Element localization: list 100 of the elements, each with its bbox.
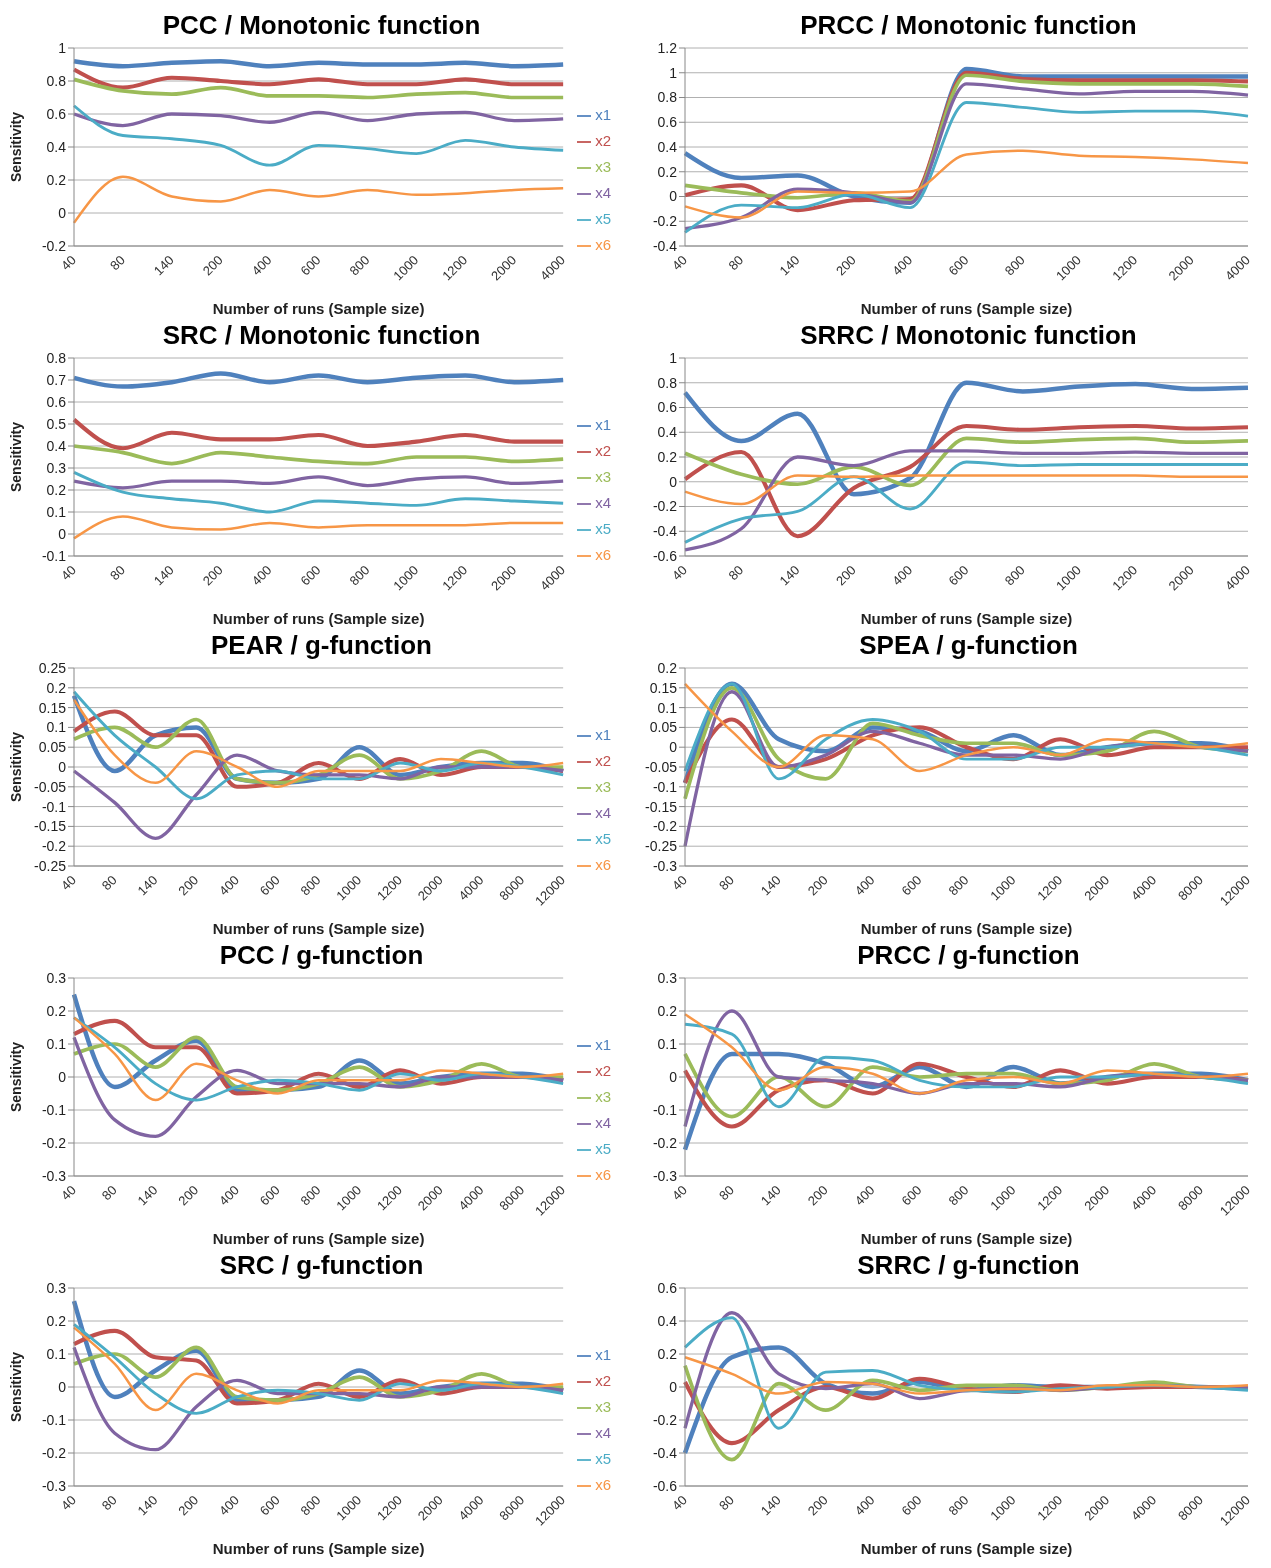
legend-label: x5 bbox=[595, 210, 611, 227]
chart-title: PCC / g-function bbox=[219, 940, 424, 970]
x-axis-title: Number of runs (Sample size) bbox=[860, 1540, 1073, 1557]
y-tick-label: -0.4 bbox=[652, 237, 678, 254]
y-tick-label: -0.15 bbox=[645, 798, 678, 815]
legend-label: x2 bbox=[595, 132, 611, 149]
x-tick-label: 200 bbox=[832, 562, 859, 589]
legend-label: x5 bbox=[595, 830, 611, 847]
y-tick-label: 0.3 bbox=[46, 459, 67, 476]
line-series bbox=[683, 460, 1250, 544]
y-tick-label: -0.3 bbox=[652, 857, 678, 874]
line-series bbox=[72, 104, 565, 167]
y-tick-label: 1 bbox=[669, 349, 678, 366]
y-tick-label: 0.7 bbox=[46, 371, 67, 388]
chart-title: PRCC / g-function bbox=[857, 940, 1080, 970]
y-tick-label: -0.25 bbox=[34, 857, 67, 874]
y-tick-label: -0.15 bbox=[34, 818, 67, 835]
x-tick-label: 80 bbox=[716, 1182, 737, 1204]
y-tick-label: -0.3 bbox=[41, 1167, 67, 1184]
y-tick-label: 0.1 bbox=[46, 719, 67, 736]
y-tick-label: 0.6 bbox=[657, 399, 678, 416]
legend-label: x6 bbox=[595, 1476, 611, 1493]
x-tick-label: 600 bbox=[945, 252, 972, 279]
x-axis-title: Number of runs (Sample size) bbox=[860, 300, 1073, 317]
y-tick-label: 0 bbox=[669, 188, 678, 205]
y-tick-label: 0 bbox=[58, 525, 67, 542]
y-tick-label: -0.25 bbox=[645, 838, 678, 855]
x-tick-label: 80 bbox=[98, 1492, 120, 1514]
y-tick-label: 0 bbox=[669, 1068, 678, 1085]
x-tick-label: 140 bbox=[757, 1182, 784, 1209]
y-tick-label: 0.4 bbox=[657, 424, 678, 441]
legend-label: x5 bbox=[595, 1140, 611, 1157]
line-series bbox=[72, 175, 565, 225]
x-tick-label: 80 bbox=[716, 1492, 737, 1514]
x-tick-label: 600 bbox=[898, 872, 925, 899]
y-tick-label: -0.1 bbox=[41, 547, 67, 564]
x-tick-label: 600 bbox=[898, 1492, 925, 1519]
y-tick-label: -0.2 bbox=[652, 498, 678, 515]
x-tick-label: 40 bbox=[58, 1492, 79, 1514]
x-tick-label: 40 bbox=[58, 252, 79, 274]
x-tick-label: 600 bbox=[256, 872, 283, 899]
x-tick-label: 80 bbox=[98, 1182, 120, 1204]
chart-title: PCC / Monotonic function bbox=[162, 10, 481, 40]
x-tick-label: 140 bbox=[776, 252, 803, 279]
chart-title: PRCC / Monotonic function bbox=[800, 10, 1137, 40]
y-axis-title: Sensitivity bbox=[7, 731, 24, 803]
x-tick-label: 40 bbox=[669, 872, 690, 894]
x-tick-label: 800 bbox=[1001, 252, 1028, 279]
legend-label: x5 bbox=[595, 1450, 611, 1467]
y-tick-label: -0.1 bbox=[41, 1101, 67, 1118]
legend-label: x6 bbox=[595, 236, 611, 253]
legend-label: x6 bbox=[595, 546, 611, 563]
y-tick-label: -0.3 bbox=[41, 1477, 67, 1494]
line-series bbox=[683, 436, 1250, 488]
y-tick-label: -0.4 bbox=[652, 523, 678, 540]
x-tick-label: 40 bbox=[669, 1492, 690, 1514]
y-tick-label: 0 bbox=[58, 204, 67, 221]
x-tick-label: 200 bbox=[832, 252, 859, 279]
y-tick-label: 0.3 bbox=[46, 969, 67, 986]
y-tick-label: 0 bbox=[669, 739, 678, 756]
y-axis-title: Sensitivity bbox=[7, 421, 24, 493]
legend-label: x5 bbox=[595, 520, 611, 537]
legend-label: x1 bbox=[595, 416, 611, 433]
x-tick-label: 800 bbox=[346, 252, 373, 279]
x-tick-label: 600 bbox=[945, 562, 972, 589]
y-tick-label: 0.2 bbox=[657, 163, 678, 180]
y-tick-label: -0.2 bbox=[652, 818, 678, 835]
y-tick-label: -0.2 bbox=[41, 1134, 67, 1151]
x-tick-label: 400 bbox=[851, 1492, 878, 1519]
y-tick-label: 0.2 bbox=[657, 448, 678, 465]
x-tick-label: 200 bbox=[804, 872, 831, 899]
x-tick-label: 400 bbox=[851, 1182, 878, 1209]
y-tick-label: 0.6 bbox=[46, 393, 67, 410]
x-tick-label: 600 bbox=[297, 562, 324, 589]
line-series bbox=[72, 470, 565, 514]
y-tick-label: 0.2 bbox=[46, 171, 67, 188]
y-tick-label: 0.15 bbox=[38, 699, 67, 716]
x-tick-label: 80 bbox=[107, 562, 128, 584]
x-tick-label: 600 bbox=[297, 252, 324, 279]
x-tick-label: 140 bbox=[134, 1182, 161, 1209]
y-tick-label: -0.1 bbox=[652, 778, 678, 795]
x-tick-label: 800 bbox=[346, 562, 373, 589]
chart-title: SRC / Monotonic function bbox=[162, 320, 481, 350]
y-tick-label: 0 bbox=[58, 1068, 67, 1085]
y-axis-title: Sensitivity bbox=[7, 111, 24, 183]
x-axis-title: Number of runs (Sample size) bbox=[212, 920, 425, 937]
x-tick-label: 200 bbox=[804, 1492, 831, 1519]
y-tick-label: 0.1 bbox=[46, 1035, 67, 1052]
legend-label: x2 bbox=[595, 752, 611, 769]
x-axis-title: Number of runs (Sample size) bbox=[860, 1230, 1073, 1247]
y-tick-label: 0.2 bbox=[46, 481, 67, 498]
x-tick-label: 400 bbox=[248, 252, 275, 279]
x-tick-label: 200 bbox=[199, 252, 226, 279]
y-tick-label: 0 bbox=[669, 1378, 678, 1395]
y-tick-label: 0.1 bbox=[46, 503, 67, 520]
x-axis-title: Number of runs (Sample size) bbox=[212, 300, 425, 317]
line-series bbox=[72, 475, 565, 490]
x-tick-label: 140 bbox=[757, 872, 784, 899]
y-tick-label: 0.8 bbox=[657, 374, 678, 391]
chart-title: SPEA / g-function bbox=[859, 630, 1078, 660]
